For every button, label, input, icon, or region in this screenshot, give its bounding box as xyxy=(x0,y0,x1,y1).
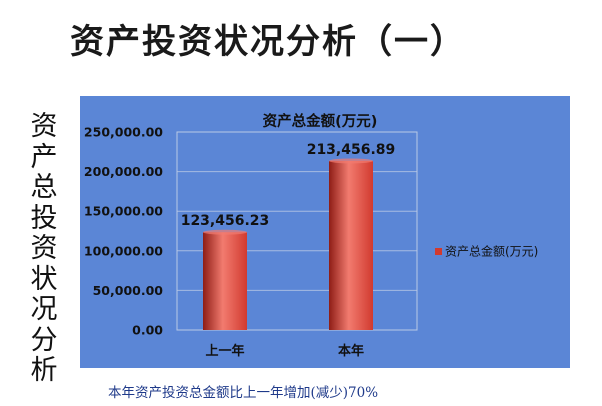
y-tick-label: 50,000.00 xyxy=(93,283,164,298)
y-tick-label: 250,000.00 xyxy=(84,125,163,140)
data-labels: 123,456.23 213,456.89 xyxy=(181,142,396,229)
legend-swatch xyxy=(435,248,442,255)
side-label-char: 产 xyxy=(30,141,58,173)
y-axis-ticks: 0.00 50,000.00 100,000.00 150,000.00 200,000… xyxy=(84,125,163,338)
side-label-char: 状 xyxy=(30,263,58,295)
x-axis-ticks: 上一年 本年 xyxy=(205,343,364,359)
side-label-char: 况 xyxy=(30,294,58,325)
legend-label: 资产总金额(万元) xyxy=(445,244,538,259)
chart-svg: 0.00 50,000.00 100,000.00 150,000.00 200,000… xyxy=(80,96,570,368)
side-label-char: 投 xyxy=(30,202,58,234)
side-label-char: 资 xyxy=(30,111,58,142)
data-label: 213,456.89 xyxy=(307,142,396,158)
legend: 资产总金额(万元) xyxy=(435,244,538,259)
bar-top xyxy=(329,158,373,164)
chart-title: 资产总金额(万元) xyxy=(263,112,378,130)
plot-area xyxy=(80,96,570,368)
y-tick-label: 200,000.00 xyxy=(84,164,163,179)
y-tick-label: 0.00 xyxy=(132,323,163,338)
footnote: 本年资产投资总金额比上一年增加(减少)70% xyxy=(108,385,379,401)
y-tick-label: 150,000.00 xyxy=(84,204,163,219)
x-tick-label: 本年 xyxy=(338,343,364,359)
x-tick-label: 上一年 xyxy=(205,343,244,359)
data-label: 123,456.23 xyxy=(181,213,270,229)
side-label-char: 总 xyxy=(30,172,58,203)
side-label-char: 资 xyxy=(30,233,58,264)
bar xyxy=(203,232,247,330)
side-label-char: 分 xyxy=(30,324,58,356)
bar-top xyxy=(203,229,247,235)
bars xyxy=(203,158,373,330)
bar xyxy=(329,160,373,330)
slide-title: 资产投资状况分析（一） xyxy=(70,22,466,62)
bar-chart: 0.00 50,000.00 100,000.00 150,000.00 200,000… xyxy=(80,96,570,368)
side-label-char: 析 xyxy=(30,355,58,386)
side-label: 资产总投资状况分析 xyxy=(26,111,62,387)
y-tick-label: 100,000.00 xyxy=(84,243,163,258)
